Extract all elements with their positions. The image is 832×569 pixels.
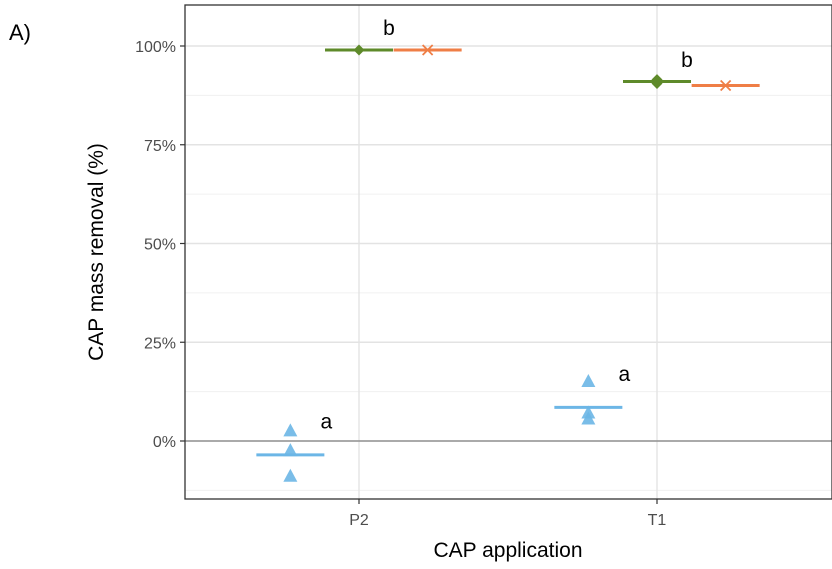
triangle-marker bbox=[581, 411, 596, 425]
plot-background bbox=[185, 5, 832, 499]
data-points bbox=[283, 44, 732, 482]
triangle-marker bbox=[283, 423, 298, 437]
y-tick-label: 75% bbox=[144, 138, 176, 155]
cross-marker bbox=[422, 44, 434, 56]
significance-label: b bbox=[383, 17, 395, 40]
y-tick-label: 25% bbox=[144, 335, 176, 352]
y-axis-ticks: 0% 25% 50% 75% 100% bbox=[135, 39, 185, 451]
y-tick-label: 100% bbox=[135, 39, 176, 56]
significance-label: a bbox=[321, 410, 333, 433]
y-axis-title: CAP mass removal (%) bbox=[85, 143, 108, 361]
x-tick-label: P2 bbox=[349, 512, 369, 529]
diamond-marker bbox=[651, 78, 663, 90]
panel-label: A) bbox=[9, 20, 31, 45]
plot-border bbox=[184, 4, 832, 500]
significance-label: a bbox=[619, 363, 631, 386]
y-tick-label: 50% bbox=[144, 237, 176, 254]
y-tick-label: 0% bbox=[153, 434, 176, 451]
x-axis-title: CAP application bbox=[433, 539, 582, 562]
triangle-marker bbox=[581, 373, 596, 387]
significance-label: b bbox=[681, 49, 693, 72]
triangle-marker bbox=[283, 443, 298, 457]
x-axis-ticks: P2 T1 bbox=[349, 499, 666, 529]
significance-labels: a a b b bbox=[321, 17, 693, 433]
x-tick-label: T1 bbox=[648, 512, 667, 529]
diamond-marker bbox=[353, 44, 365, 56]
minor-gridlines bbox=[185, 94, 832, 491]
cross-marker bbox=[720, 79, 732, 92]
triangle-marker bbox=[283, 468, 298, 482]
